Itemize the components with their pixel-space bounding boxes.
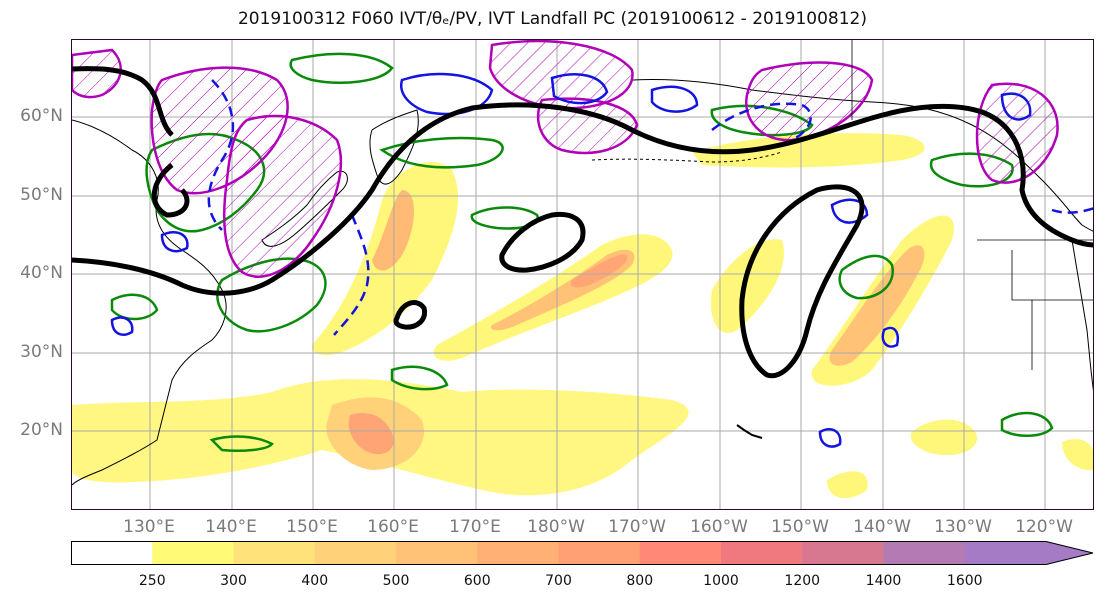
- colorbar-segment: [639, 541, 722, 565]
- pv-contour-dashed: [711, 102, 812, 142]
- lat-label: 40°N: [20, 263, 63, 283]
- ivt-area: [348, 412, 394, 455]
- pv-contour: [881, 326, 899, 348]
- lon-label: 180°W: [527, 517, 585, 537]
- ivt-area: [829, 245, 925, 366]
- lon-label: 150°E: [286, 517, 338, 537]
- pc-contour: [72, 66, 174, 137]
- ivt-area: [910, 419, 978, 456]
- colorbar-segment: [71, 541, 153, 565]
- pc-contour: [739, 184, 865, 379]
- colorbar-tick-label: 500: [382, 573, 410, 589]
- pc-contour: [393, 300, 428, 330]
- pv-contour: [650, 85, 699, 113]
- theta-e-contour: [1000, 411, 1054, 437]
- colorbar-tick-label: 400: [301, 573, 329, 589]
- pv-contour: [160, 231, 189, 253]
- kamchatka-coast: [369, 109, 419, 185]
- colorbar-segment: [396, 541, 478, 565]
- colorbar-tick-label: 300: [220, 573, 247, 589]
- pv-region: [744, 61, 874, 142]
- theta-e-contour: [379, 136, 504, 169]
- pv-region: [536, 97, 639, 155]
- lat-label: 60°N: [20, 106, 63, 126]
- colorbar-tick-label: 1600: [946, 573, 983, 589]
- lon-label: 130°W: [934, 517, 992, 537]
- ivt-area: [372, 190, 414, 271]
- pv-contour: [818, 427, 842, 448]
- colorbar-segment: [721, 541, 803, 565]
- colorbar-segment: [883, 541, 966, 565]
- theta-e-contour: [289, 52, 394, 84]
- pv-contour: [550, 73, 609, 105]
- pv-contour-dashed: [333, 214, 370, 336]
- map-title: 2019100312 F060 IVT/θₑ/PV, IVT Landfall …: [237, 9, 868, 29]
- lon-label: 140°E: [205, 517, 257, 537]
- colorbar: [71, 541, 1094, 565]
- colorbar-segment: [802, 541, 884, 565]
- pc-contour: [151, 163, 190, 218]
- lon-label: 120°W: [1015, 517, 1073, 537]
- pc-contour: [72, 102, 1093, 296]
- colorbar-segment: [477, 541, 559, 565]
- lon-label: 130°E: [123, 517, 175, 537]
- theta-e-contour: [110, 293, 159, 321]
- theta-e-contour: [209, 435, 274, 452]
- colorbar-segment: [964, 541, 1093, 565]
- lon-label: 170°E: [449, 517, 501, 537]
- colorbar-tick-label: 800: [626, 573, 654, 589]
- lon-label: 140°W: [853, 517, 911, 537]
- colorbar-tick-label: 1400: [865, 573, 902, 589]
- pv-region: [72, 48, 122, 99]
- map-panel: [71, 39, 1094, 510]
- ivt-pc-contours: [72, 66, 1093, 379]
- colorbar-segment: [233, 541, 316, 565]
- ivt-area: [570, 254, 628, 288]
- pv-contour: [1000, 92, 1032, 121]
- hawaii: [736, 424, 763, 439]
- colorbar-tick-label: 700: [545, 573, 572, 589]
- colorbar-segment: [152, 541, 234, 565]
- pv-contour: [110, 316, 134, 336]
- borders: [851, 40, 1093, 370]
- colorbar-tick-label: 1200: [784, 573, 821, 589]
- colorbar-tick-label: 250: [138, 573, 166, 589]
- pv-region: [975, 82, 1059, 184]
- lat-label: 30°N: [20, 342, 63, 362]
- pv-region: [223, 114, 343, 278]
- pv-contour-dashed: [207, 79, 235, 231]
- lon-label: 160°W: [690, 517, 748, 537]
- ivt-area: [711, 239, 784, 334]
- colorbar-tick-label: 1000: [703, 573, 739, 589]
- alaska-coast: [631, 78, 1093, 232]
- ivt-shading: [72, 133, 1093, 499]
- lon-label: 150°W: [771, 517, 829, 537]
- na-coast: [1071, 239, 1093, 392]
- colorbar-segment: [558, 541, 641, 565]
- pc-contour: [499, 211, 586, 273]
- colorbar-outline: [71, 541, 1094, 565]
- pv-contour-dashed: [1051, 207, 1093, 214]
- asia-coast: [72, 119, 227, 486]
- colorbar-segment: [314, 541, 397, 565]
- lon-label: 160°E: [367, 517, 419, 537]
- theta-e-contour: [838, 254, 895, 300]
- lat-label: 20°N: [20, 420, 63, 440]
- colorbar-tick-label: 600: [463, 573, 491, 589]
- pv-negative-contours: [110, 72, 1093, 448]
- pv-positive-regions: [72, 40, 1059, 278]
- lon-label: 170°W: [608, 517, 666, 537]
- ivt-area: [827, 471, 868, 499]
- theta-e-contour: [390, 365, 449, 391]
- lat-label: 50°N: [20, 185, 63, 205]
- ivt-area: [1062, 439, 1093, 471]
- pv-contour: [830, 198, 869, 224]
- aleutians: [591, 151, 783, 163]
- map-plot: [72, 40, 1093, 509]
